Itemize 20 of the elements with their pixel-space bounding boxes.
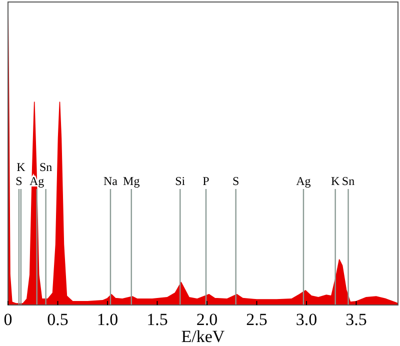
x-tick-label: 2.5 (246, 310, 268, 330)
ref-line-label: S (16, 174, 22, 188)
ref-line-label: Na (103, 174, 118, 188)
ref-line-label: Sn (39, 160, 52, 174)
ref-line-label: Si (175, 174, 186, 188)
x-axis-title: E/keV (181, 327, 226, 346)
x-tick-label: 1.5 (146, 310, 168, 330)
x-tick-label: 1.0 (96, 310, 118, 330)
ref-line-label: K (16, 160, 26, 174)
x-tick-label: 0 (4, 310, 12, 330)
x-tick-label: 0.5 (47, 310, 68, 330)
ref-line-label: P (202, 174, 210, 188)
ref-line-label: Sn (342, 174, 355, 188)
x-tick-label: 3.0 (296, 310, 318, 330)
ref-line-label: K (330, 174, 340, 188)
ref-line-label: S (232, 174, 240, 188)
ref-line-label: Ag (296, 174, 311, 188)
x-tick-label: 3.5 (346, 310, 367, 330)
ref-line-label: Mg (123, 174, 140, 188)
x-tick-label: 2.0 (196, 310, 218, 330)
